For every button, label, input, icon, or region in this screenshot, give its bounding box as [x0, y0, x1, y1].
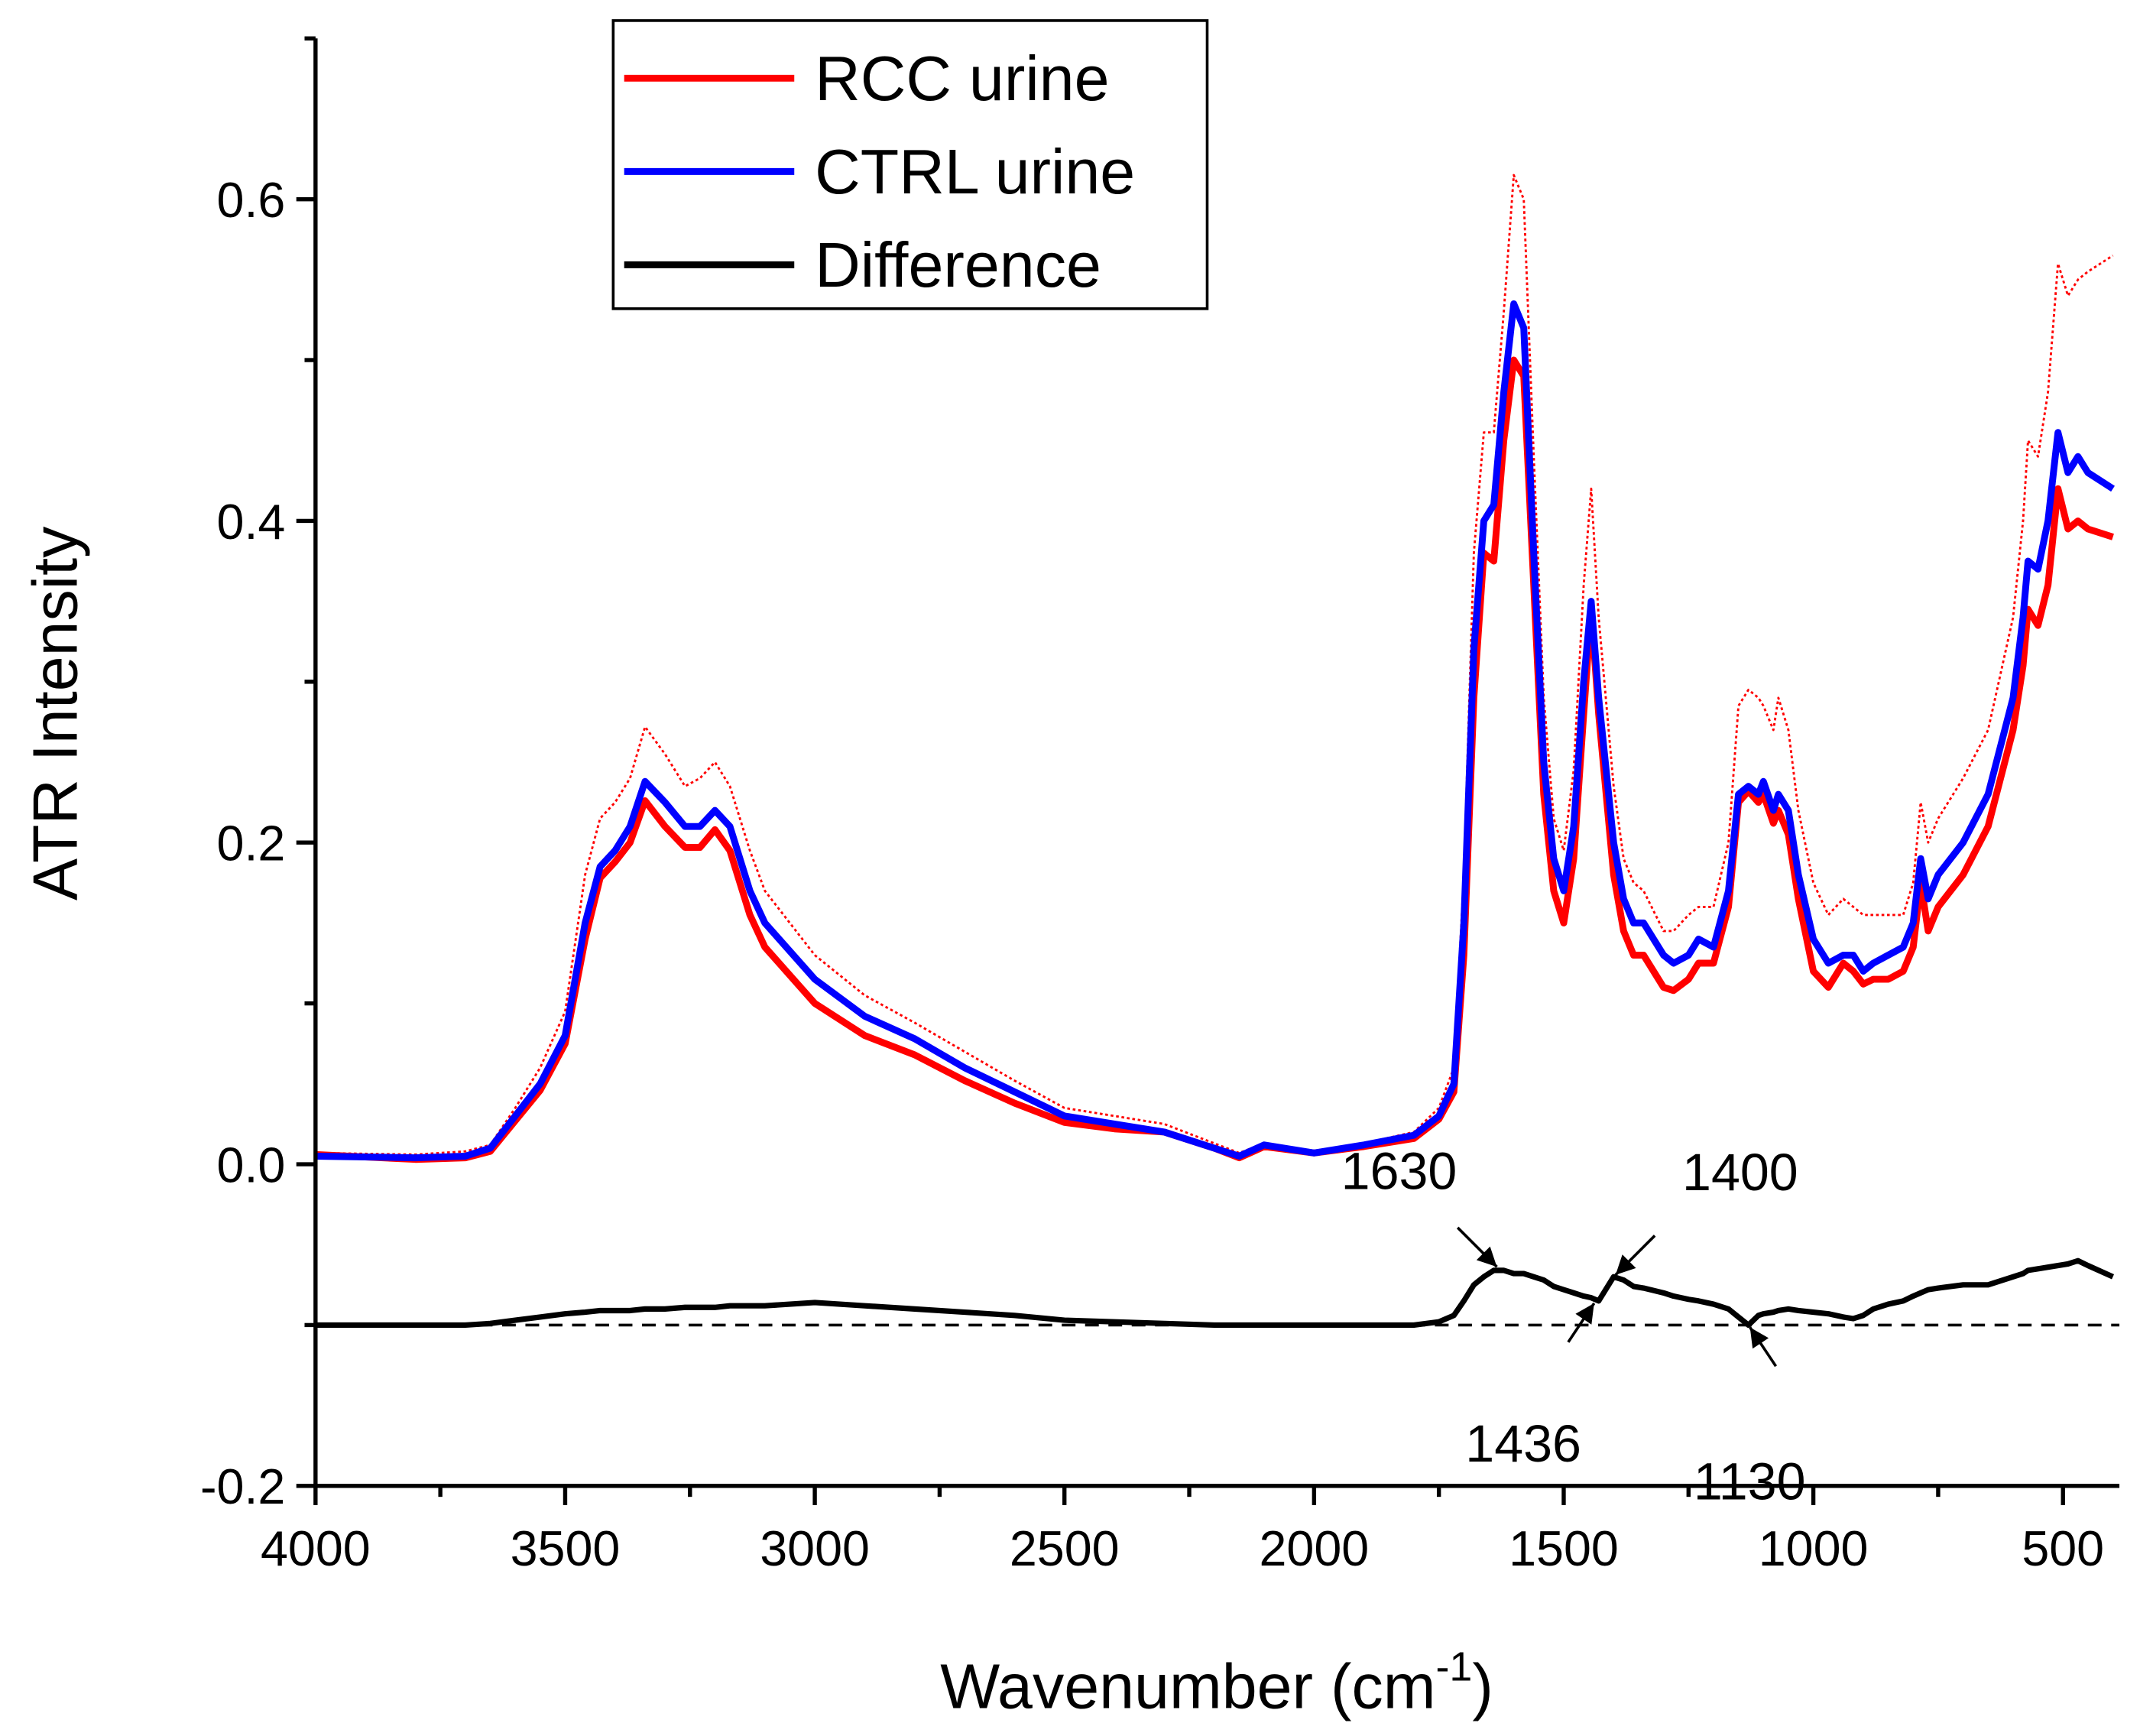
annotation-label: 1400: [1682, 1144, 1798, 1202]
series-group: [315, 356, 2114, 1163]
y-tick-label: 0.2: [217, 816, 286, 871]
annotation-arrowhead: [1615, 1254, 1636, 1275]
series-group: [315, 1257, 2115, 1329]
y-tick-label: -0.2: [200, 1459, 285, 1514]
series-line: [315, 300, 2115, 1162]
x-tick-label: 500: [2022, 1521, 2104, 1576]
legend-box: [611, 19, 1209, 310]
annotation-arrowhead: [1749, 1327, 1769, 1349]
x-axis-label: Wavenumber (cm-1): [940, 1644, 1493, 1722]
x-axis-label-main: Wavenumber (cm: [940, 1652, 1435, 1722]
x-tick-label: 3000: [760, 1521, 870, 1576]
series-line: [315, 1257, 2115, 1329]
x-tick-label: 1500: [1509, 1521, 1619, 1576]
x-axis-label-sup: -1: [1436, 1644, 1473, 1690]
annotation-label: 1630: [1341, 1143, 1457, 1201]
annotation-label: 1130: [1694, 1452, 1806, 1510]
dotted-line: [315, 174, 2114, 1156]
x-tick-label: 4000: [261, 1521, 371, 1576]
y-tick-label: 0.6: [217, 173, 286, 228]
y-axis-label: ATR Intensity: [21, 526, 91, 900]
legend-label: RCC urine: [815, 44, 1109, 114]
series-line: [315, 356, 2114, 1163]
legend-label: Difference: [815, 230, 1101, 300]
series-group: [315, 300, 2115, 1162]
annotation-label: 1436: [1465, 1415, 1581, 1473]
x-tick-label: 2500: [1010, 1521, 1120, 1576]
legend-label: CTRL urine: [815, 137, 1135, 207]
annotation-arrowhead: [1575, 1303, 1594, 1325]
series-group: [315, 174, 2114, 1156]
x-tick-label: 1000: [1759, 1521, 1869, 1576]
y-tick-label: 0.4: [217, 495, 286, 550]
y-tick-label: 0.0: [217, 1137, 286, 1192]
x-axis-label-end: ): [1472, 1652, 1493, 1722]
x-tick-label: 2000: [1259, 1521, 1369, 1576]
annotation-arrowhead: [1476, 1246, 1497, 1267]
x-tick-label: 3500: [511, 1521, 621, 1576]
